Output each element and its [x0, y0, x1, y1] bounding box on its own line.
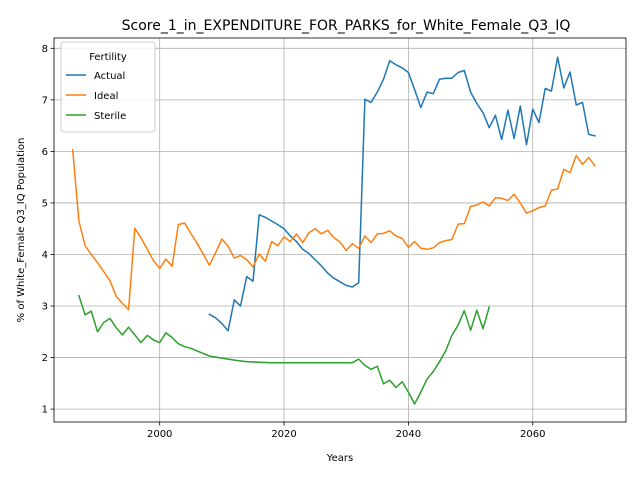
legend-items: Actual Ideal Sterile	[66, 71, 126, 122]
y-axis-ticks: 1 2 3 4 5 6 7 8	[42, 44, 54, 416]
y-tick-label: 5	[42, 198, 48, 209]
x-axis-label: Years	[326, 453, 353, 464]
legend: Fertility Actual Ideal Sterile	[60, 41, 156, 133]
y-tick-label: 7	[42, 95, 48, 106]
series-line-actual	[208, 56, 596, 332]
series-line-ideal	[71, 148, 596, 311]
x-tick-label: 2000	[147, 429, 172, 440]
x-tick-label: 2020	[271, 429, 296, 440]
x-tick-label: 2040	[396, 429, 421, 440]
legend-label-actual: Actual	[94, 71, 125, 82]
legend-box	[60, 41, 156, 133]
y-tick-label: 1	[42, 405, 48, 416]
chart-title: Score_1_in_EXPENDITURE_FOR_PARKS_for_Whi…	[122, 18, 571, 34]
y-tick-label: 2	[42, 353, 48, 364]
plot-frame	[53, 37, 627, 423]
x-tick-label: 2060	[520, 429, 545, 440]
x-axis-ticks: 2000 2020 2040 2060	[147, 422, 545, 440]
series-lines	[71, 56, 596, 405]
legend-title: Fertility	[89, 52, 127, 63]
y-tick-label: 8	[42, 44, 48, 55]
series-line-sterile	[77, 294, 491, 405]
y-tick-label: 4	[42, 250, 48, 261]
y-axis-label: % of White_Female Q3_IQ Population	[16, 138, 27, 323]
legend-label-ideal: Ideal	[94, 91, 118, 102]
legend-label-sterile: Sterile	[94, 111, 126, 122]
y-tick-label: 6	[42, 147, 48, 158]
y-tick-label: 3	[42, 302, 48, 313]
